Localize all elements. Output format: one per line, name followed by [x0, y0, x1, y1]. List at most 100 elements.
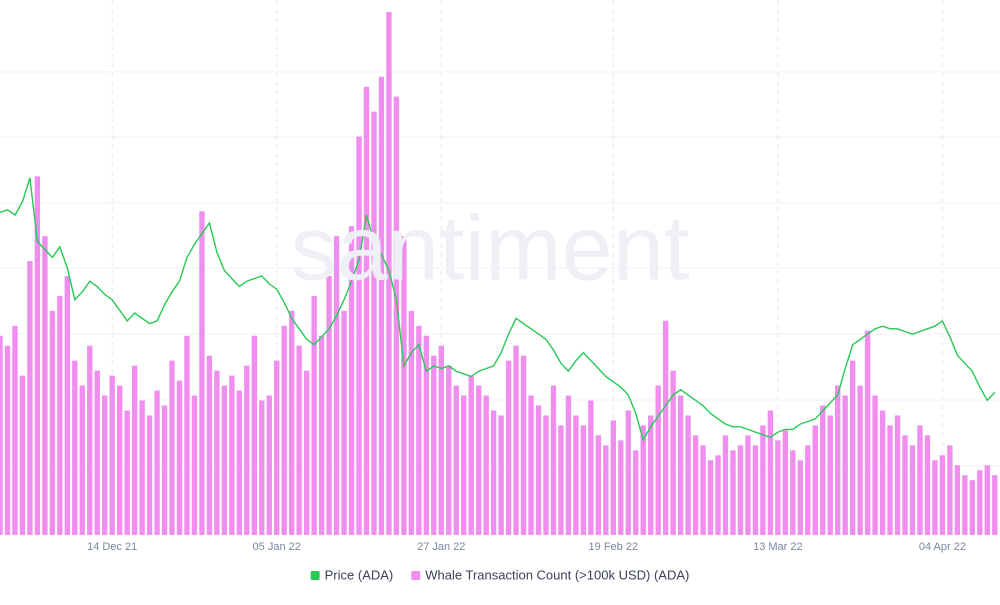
- bar: [206, 355, 213, 535]
- bar: [565, 395, 572, 535]
- bar: [700, 445, 706, 535]
- bar: [790, 450, 796, 535]
- bar: [408, 310, 415, 535]
- bar: [79, 385, 85, 535]
- bar: [341, 310, 347, 535]
- bar: [737, 445, 744, 535]
- bar: [446, 365, 452, 535]
- x-tick-label: 14 Dec 21: [87, 541, 137, 553]
- bar: [438, 345, 444, 535]
- bar: [640, 425, 646, 535]
- legend-label: Price (ADA): [325, 567, 394, 582]
- bar: [550, 385, 557, 535]
- bar: [722, 435, 729, 535]
- bar: [87, 345, 93, 535]
- bar: [655, 385, 661, 535]
- bar: [648, 415, 654, 535]
- bar: [977, 470, 983, 535]
- bar: [296, 345, 302, 535]
- bar: [146, 415, 153, 535]
- bar: [221, 385, 228, 535]
- bar: [984, 465, 990, 535]
- bar: [64, 275, 71, 535]
- bar: [767, 410, 774, 535]
- legend-swatch: [411, 571, 421, 580]
- bar: [311, 295, 317, 535]
- bar: [431, 355, 437, 535]
- bar: [124, 410, 130, 535]
- bar: [962, 475, 968, 535]
- bar: [894, 415, 901, 535]
- bar: [603, 445, 609, 535]
- bar: [520, 355, 527, 535]
- bar: [887, 425, 893, 535]
- bar: [303, 370, 310, 535]
- bar: [692, 435, 699, 535]
- bar: [849, 360, 856, 535]
- bar: [490, 410, 497, 535]
- bar: [139, 400, 145, 535]
- bar: [618, 440, 624, 535]
- bar: [939, 455, 946, 535]
- bar: [947, 445, 953, 535]
- bar: [318, 335, 325, 535]
- bar: [872, 395, 878, 535]
- bar: [745, 435, 751, 535]
- bar: [760, 425, 766, 535]
- bar: [72, 360, 78, 535]
- bar: [610, 420, 617, 535]
- bar: [805, 445, 811, 535]
- bar: [505, 360, 512, 535]
- bar: [475, 385, 482, 535]
- bar: [259, 400, 265, 535]
- bar: [94, 370, 100, 535]
- bar: [371, 111, 377, 535]
- bar: [281, 325, 287, 535]
- legend-label: Whale Transaction Count (>100k USD) (ADA…: [425, 567, 689, 582]
- bar: [251, 335, 257, 535]
- bar: [633, 450, 639, 535]
- bar: [42, 236, 48, 535]
- bar: [0, 335, 3, 535]
- bar: [677, 395, 684, 535]
- bar: [109, 375, 115, 535]
- bar: [797, 460, 803, 535]
- bar: [924, 435, 931, 535]
- bar: [461, 395, 467, 535]
- bar: [969, 480, 976, 535]
- bar: [326, 275, 332, 535]
- bar: [820, 405, 826, 535]
- legend-swatch: [310, 571, 320, 580]
- bar: [401, 236, 407, 535]
- bar: [528, 395, 534, 535]
- bar: [229, 375, 235, 535]
- bar: [498, 415, 504, 535]
- bar: [662, 320, 669, 535]
- bar: [356, 136, 362, 535]
- bar: [879, 410, 886, 535]
- bar: [917, 425, 923, 535]
- legend: Price (ADA) Whale Transaction Count (>100…: [310, 567, 689, 582]
- bar: [274, 360, 280, 535]
- bar: [214, 370, 220, 535]
- bar: [835, 385, 841, 535]
- bar: [12, 325, 18, 535]
- bar: [363, 86, 370, 535]
- bar: [812, 425, 818, 535]
- bar: [378, 76, 385, 535]
- bar: [348, 226, 355, 535]
- bar: [992, 475, 998, 535]
- bar: [827, 415, 833, 535]
- bar: [199, 211, 205, 535]
- bar: [864, 330, 871, 535]
- bar: [57, 295, 63, 535]
- x-tick-label: 27 Jan 22: [417, 541, 465, 553]
- bar: [558, 425, 564, 535]
- bar: [625, 410, 631, 535]
- bar: [535, 405, 542, 535]
- bar: [954, 465, 961, 535]
- bar: [4, 345, 11, 535]
- bar: [27, 261, 33, 535]
- x-tick-label: 04 Apr 22: [919, 541, 966, 553]
